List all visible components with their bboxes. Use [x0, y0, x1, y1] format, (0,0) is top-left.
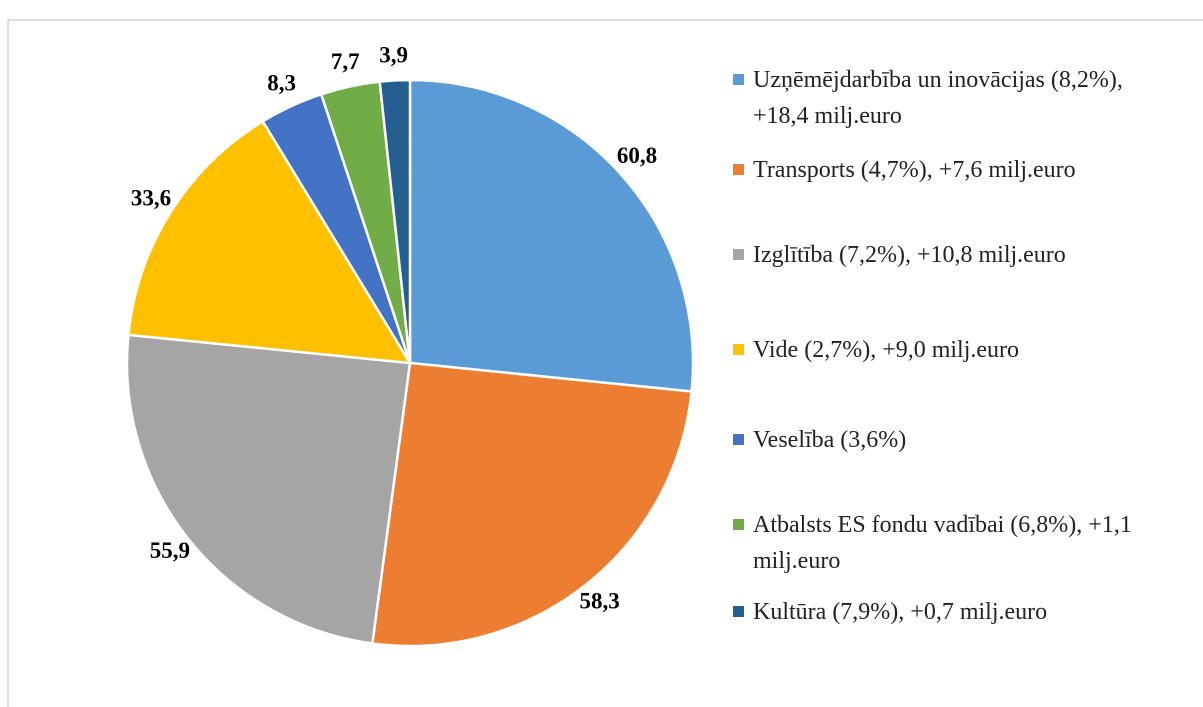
legend-item: Vide (2,7%), +9,0 milj.euro	[733, 332, 1173, 368]
legend-item: Transports (4,7%), +7,6 milj.euro	[733, 152, 1173, 188]
chart-border	[7, 19, 1203, 707]
legend-item: Veselība (3,6%)	[733, 422, 1173, 458]
pie-slice	[378, 78, 412, 364]
legend-swatch	[733, 519, 744, 530]
legend-swatch	[733, 74, 744, 85]
pie-slice	[127, 119, 413, 365]
data-label: 60,8	[617, 143, 657, 168]
data-label: 55,9	[150, 538, 190, 563]
legend-label: Uzņēmējdarbība un inovācijas (8,2%), +18…	[753, 67, 1123, 129]
legend-label: Kultūra (7,9%), +0,7 milj.euro	[753, 599, 1048, 625]
legend-item: Kultūra (7,9%), +0,7 milj.euro	[733, 594, 1173, 630]
data-label: 7,7	[331, 49, 360, 74]
legend-label: Izglītība (7,2%), +10,8 milj.euro	[753, 242, 1066, 268]
pie-slice	[408, 78, 695, 393]
legend-label: Veselība (3,6%)	[753, 427, 907, 453]
pie-slice	[125, 333, 412, 645]
legend-label: Atbalsts ES fondu vadībai (6,8%), +1,1 m…	[753, 512, 1132, 574]
data-label: 3,9	[379, 43, 408, 68]
legend-item: Uzņēmējdarbība un inovācijas (8,2%), +18…	[733, 62, 1173, 134]
legend-swatch	[733, 164, 744, 175]
legend-item: Izglītība (7,2%), +10,8 milj.euro	[733, 237, 1173, 273]
legend-swatch	[733, 249, 744, 260]
legend-swatch	[733, 606, 744, 617]
data-label: 33,6	[131, 185, 171, 210]
data-label: 58,3	[579, 588, 619, 613]
legend-swatch	[733, 434, 744, 445]
legend-label: Transports (4,7%), +7,6 milj.euro	[753, 157, 1076, 183]
data-label: 8,3	[267, 71, 296, 96]
legend-swatch	[733, 344, 744, 355]
legend-label: Vide (2,7%), +9,0 milj.euro	[753, 337, 1020, 363]
legend-item: Atbalsts ES fondu vadībai (6,8%), +1,1 m…	[733, 507, 1173, 579]
pie-slice	[370, 361, 693, 648]
